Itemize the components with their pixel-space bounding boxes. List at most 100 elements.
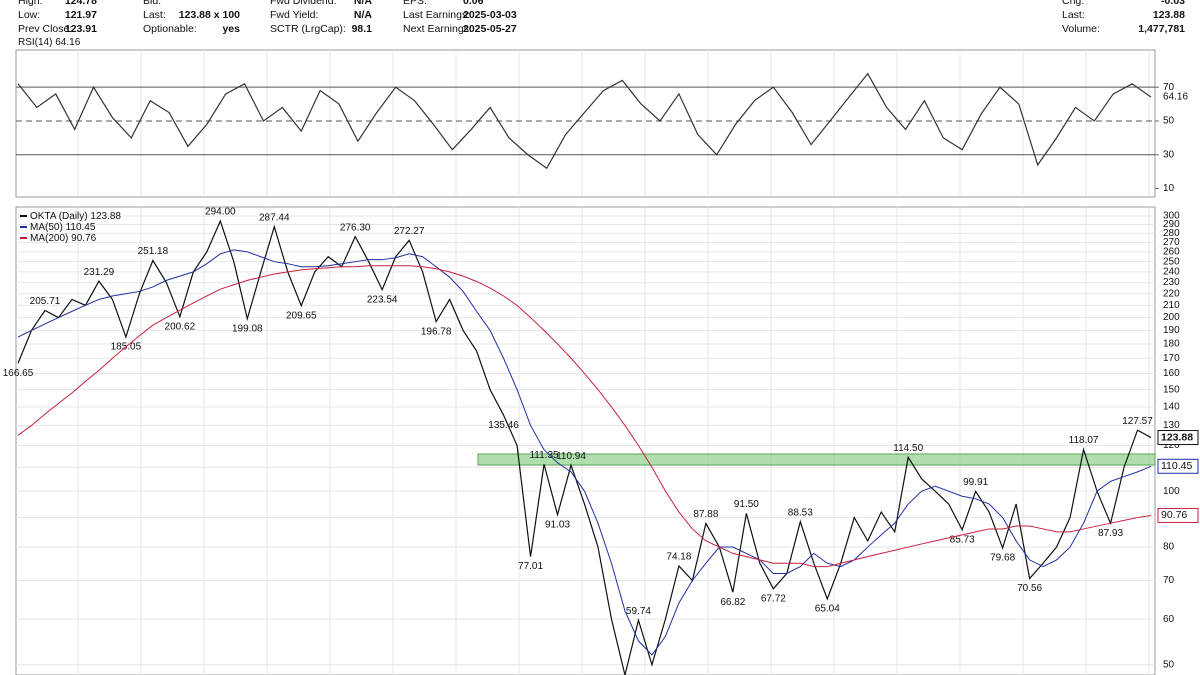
header-label: Last Earnings: (403, 9, 470, 21)
y-tick-label: 290 (1163, 219, 1180, 230)
header-label: Next Earnings: (403, 23, 472, 35)
legend-name: OKTA (Daily) (30, 211, 88, 222)
legend-value: 110.45 (66, 222, 96, 233)
series-line (17, 219, 1152, 675)
price-label: 127.57 (1122, 416, 1153, 427)
y-tick-label: 170 (1163, 353, 1180, 364)
price-label: 114.50 (893, 443, 923, 454)
y-tick-label: 220 (1163, 288, 1180, 299)
price-label: 88.53 (788, 507, 813, 518)
y-tick-label: 30 (1163, 149, 1175, 160)
price-label: 70.56 (1017, 583, 1042, 594)
y-tick-label: 280 (1163, 228, 1180, 239)
price-label: 111.35 (529, 450, 559, 461)
header-label: High: (18, 0, 43, 7)
y-tick-label: 140 (1163, 402, 1180, 413)
price-label: 209.65 (286, 310, 317, 321)
y-tick-label: 150 (1163, 384, 1180, 395)
value-box (1157, 507, 1199, 523)
price-label: 287.44 (259, 212, 290, 223)
indicator-value-box: 64.16 (1163, 92, 1188, 103)
series-line (17, 72, 1152, 170)
y-tick-label: 190 (1163, 325, 1180, 336)
header-value: 124.78 (65, 0, 97, 7)
header-label: SCTR (LrgCap): (270, 23, 346, 35)
y-tick-label: 120 (1163, 440, 1180, 451)
panel-frame (15, 49, 1156, 198)
header-label: Low: (18, 9, 40, 21)
price-label: 200.62 (165, 321, 196, 332)
price-label: 196.78 (421, 326, 452, 337)
price-label: 294.00 (205, 207, 236, 218)
header-label: Optionable: (143, 23, 197, 35)
header-label: EPS: (403, 0, 427, 7)
legend-name: MA(200) (30, 233, 68, 244)
legend-value: 123.88 (90, 211, 121, 222)
header-value: 2025-05-27 (463, 23, 517, 35)
header-label: Bid: (143, 0, 161, 7)
series-line (17, 249, 1152, 656)
resistance-zone (477, 453, 1156, 466)
header-value: 2025-03-03 (463, 9, 517, 21)
header-label: Last: (1062, 9, 1085, 21)
y-tick-label: 130 (1163, 420, 1180, 431)
price-label: 231.29 (84, 267, 115, 278)
header-value: N/A (354, 0, 373, 7)
header-value: -0.03 (1161, 0, 1185, 7)
price-label: 79.68 (990, 553, 1015, 564)
y-tick-label: 160 (1163, 368, 1180, 379)
header-label: Volume: (1062, 23, 1100, 35)
header-value: 123.91 (65, 23, 97, 35)
header-label: Chg: (1062, 0, 1084, 7)
value-box-label: 110.45 (1161, 460, 1192, 472)
y-tick-label: 260 (1163, 247, 1180, 258)
value-box (1157, 458, 1199, 474)
legend-name: MA(50) (30, 222, 63, 233)
header-value: 0.06 (463, 0, 484, 7)
legend-entry: MA(50) 110.45 (30, 222, 96, 233)
legend-value: 90.76 (71, 233, 96, 244)
y-tick-label: 60 (1163, 614, 1175, 625)
price-label: 77.01 (518, 561, 543, 572)
y-tick-label: 70 (1163, 575, 1175, 586)
panel-frame (15, 206, 1156, 675)
header-label: Fwd Yield: (270, 9, 318, 21)
y-tick-label: 270 (1163, 237, 1180, 248)
price-label: 166.65 (3, 368, 34, 379)
price-label: 199.08 (232, 323, 263, 334)
y-tick-label: 200 (1163, 312, 1180, 323)
y-tick-label: 180 (1163, 339, 1180, 350)
legend-entry: MA(200) 90.76 (30, 233, 97, 244)
price-label: 91.03 (545, 519, 570, 530)
price-label: 65.04 (815, 604, 840, 615)
price-label: 272.27 (394, 226, 425, 237)
y-tick-label: 70 (1163, 82, 1175, 93)
indicator-title: RSI(14) 64.16 (18, 37, 81, 48)
indicator-name: RSI(14) (18, 37, 52, 48)
price-label: 87.93 (1098, 528, 1123, 539)
y-tick-label: 300 (1163, 211, 1180, 222)
indicator-value: 64.16 (55, 37, 80, 48)
value-box-label: 90.76 (1161, 509, 1187, 521)
price-label: 99.91 (963, 477, 988, 488)
y-tick-label: 210 (1163, 300, 1180, 311)
y-tick-label: 100 (1163, 486, 1180, 497)
header-value: 123.88 x 100 (179, 9, 240, 21)
price-label: 74.18 (666, 552, 691, 563)
price-label: 110.94 (556, 451, 586, 462)
y-tick-label: 50 (1163, 659, 1175, 670)
price-label: 118.07 (1069, 435, 1099, 446)
header-value: N/A (354, 9, 373, 21)
price-label: 59.74 (626, 606, 651, 617)
price-label: 276.30 (340, 222, 371, 233)
price-label: 67.72 (761, 593, 786, 604)
header-label: Prev Close: (18, 23, 72, 35)
y-tick-label: 240 (1163, 267, 1180, 278)
value-box (1157, 430, 1199, 446)
legend-entry: OKTA (Daily) 123.88 (30, 211, 121, 222)
header-label: Fwd Dividend: (270, 0, 337, 7)
y-tick-label: 250 (1163, 256, 1180, 267)
price-label: 66.82 (720, 597, 745, 608)
price-label: 87.88 (693, 509, 718, 520)
